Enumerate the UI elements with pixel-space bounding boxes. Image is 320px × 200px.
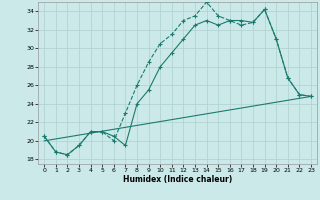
X-axis label: Humidex (Indice chaleur): Humidex (Indice chaleur) (123, 175, 232, 184)
